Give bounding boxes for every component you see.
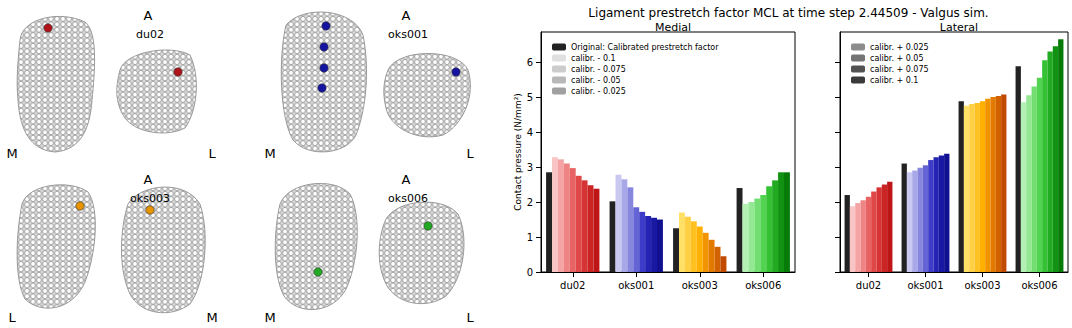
- svg-text:L: L: [208, 146, 216, 161]
- svg-text:oks006: oks006: [745, 280, 781, 291]
- svg-text:A: A: [144, 172, 153, 187]
- svg-text:calibr. + 0.075: calibr. + 0.075: [870, 65, 929, 74]
- svg-text:A: A: [144, 8, 153, 23]
- svg-text:L: L: [466, 146, 474, 161]
- svg-text:du02: du02: [560, 280, 585, 291]
- svg-text:Lateral: Lateral: [940, 21, 978, 34]
- svg-text:calibr. - 0.075: calibr. - 0.075: [571, 65, 626, 74]
- svg-text:M: M: [6, 146, 17, 161]
- svg-text:M: M: [264, 146, 275, 161]
- svg-text:Medial: Medial: [655, 21, 691, 34]
- svg-text:oks003: oks003: [130, 192, 170, 205]
- svg-text:du02: du02: [856, 280, 881, 291]
- svg-text:A: A: [402, 172, 411, 187]
- svg-text:M: M: [206, 310, 217, 325]
- svg-text:oks001: oks001: [388, 28, 428, 41]
- svg-text:3: 3: [527, 162, 533, 173]
- svg-text:calibr. - 0.025: calibr. - 0.025: [571, 87, 626, 96]
- svg-text:L: L: [8, 310, 16, 325]
- svg-text:calibr. + 0.1: calibr. + 0.1: [870, 76, 918, 85]
- svg-text:Contact pressure (N/mm²): Contact pressure (N/mm²): [513, 93, 523, 211]
- svg-text:calibr. + 0.05: calibr. + 0.05: [870, 54, 924, 63]
- svg-text:2: 2: [527, 197, 533, 208]
- svg-text:oks001: oks001: [618, 280, 654, 291]
- svg-text:Ligament prestretch factor MCL: Ligament prestretch factor MCL at time s…: [588, 6, 988, 20]
- svg-text:L: L: [466, 310, 474, 325]
- svg-text:oks006: oks006: [388, 192, 428, 205]
- svg-text:6: 6: [527, 57, 533, 68]
- svg-text:oks006: oks006: [1021, 280, 1057, 291]
- svg-text:0: 0: [527, 267, 533, 278]
- svg-text:A: A: [402, 8, 411, 23]
- svg-text:calibr. + 0.025: calibr. + 0.025: [870, 43, 929, 52]
- svg-text:oks003: oks003: [964, 280, 1000, 291]
- svg-text:calibr. - 0.1: calibr. - 0.1: [571, 54, 616, 63]
- svg-text:M: M: [264, 310, 275, 325]
- svg-text:5: 5: [527, 92, 533, 103]
- svg-text:calibr. - 0.05: calibr. - 0.05: [571, 76, 621, 85]
- svg-text:oks001: oks001: [907, 280, 943, 291]
- svg-text:oks003: oks003: [682, 280, 718, 291]
- svg-text:1: 1: [527, 232, 533, 243]
- svg-text:Original: Calibrated prestretc: Original: Calibrated prestretch factor: [571, 43, 719, 52]
- svg-text:4: 4: [527, 127, 533, 138]
- svg-text:du02: du02: [136, 28, 164, 41]
